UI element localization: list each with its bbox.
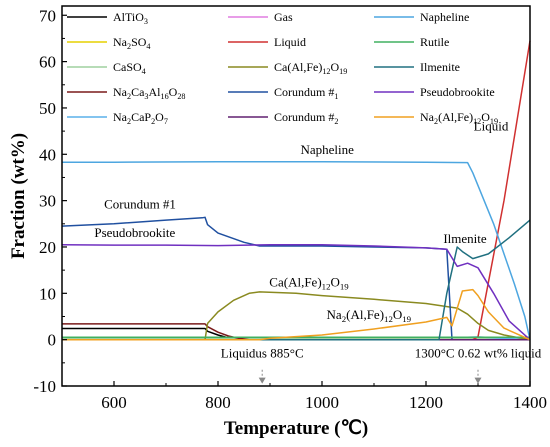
y-tick-label: 30	[39, 192, 56, 211]
annotation-liquidus-885-c: Liquidus 885°C	[221, 346, 304, 361]
legend-label-na2cap2o7: Na2CaP2O7	[113, 110, 168, 126]
annotation-1300-c-0-62-wt-liquid: 1300°C 0.62 wt% liquid	[415, 346, 542, 361]
legend-label-na2so4: Na2SO4	[113, 35, 151, 51]
y-tick-label: 60	[39, 53, 56, 72]
y-axis-label: Fraction (wt%)	[8, 133, 29, 259]
legend-label-corundum-2: Corundum #2	[274, 110, 338, 126]
legend-label-na2-al-fe-12o19: Na2(Al,Fe)12O19	[420, 110, 498, 126]
y-tick-label: 0	[48, 331, 57, 350]
series-lines	[61, 40, 531, 341]
series-line-ca-al-fe-12o19	[62, 291, 531, 341]
legend-label-altio3: AlTiO3	[113, 10, 148, 26]
y-tick-label: 50	[39, 99, 56, 118]
annotation-pseudobrookite: Pseudobrookite	[94, 225, 175, 240]
annotation-ilmenite: Ilmenite	[443, 231, 487, 246]
annotation-arrow-head	[258, 377, 266, 384]
annotation-napheline: Napheline	[300, 142, 354, 157]
annotation-na2-al-fe-12o19: Na2(Al,Fe)12O19	[327, 307, 412, 324]
y-tick-label: -10	[33, 377, 56, 396]
x-tick-label: 600	[101, 393, 127, 412]
plot-frame	[61, 5, 531, 387]
annotation-liquid: Liquid	[474, 119, 509, 134]
series-line-pseudobrookite	[61, 243, 531, 341]
x-axis-label: Temperature (℃)	[224, 418, 368, 439]
y-tick-label: 40	[39, 145, 56, 164]
annotation-ca-al-fe-12o19: Ca(Al,Fe)12O19	[269, 274, 349, 291]
series-line-ilmenite	[62, 219, 531, 341]
x-tick-label: 1200	[409, 393, 443, 412]
annotation-corundum-1: Corundum #1	[104, 197, 176, 212]
annotations: Napheline Corundum #1 Pseudobrookite Ilmeni…	[94, 119, 542, 384]
x-tick-label: 1400	[513, 393, 547, 412]
legend-label-pseudobrookite: Pseudobrookite	[420, 85, 495, 99]
legend-label-na2ca3al16o28: Na2Ca3Al16O28	[113, 85, 185, 101]
legend-label-liquid: Liquid	[274, 35, 306, 49]
legend-label-ilmenite: Ilmenite	[420, 60, 460, 74]
axis-ticks: 600 800 1000 1200 1400 -10 0 10 20 30 40 50 60 70	[33, 6, 547, 412]
legend-label-corundum-1: Corundum #1	[274, 85, 338, 101]
legend-label-caso4: CaSO4	[113, 60, 146, 76]
annotation-arrow-head	[474, 377, 482, 384]
y-tick-label: 10	[39, 284, 56, 303]
legend-label-rutile: Rutile	[420, 35, 449, 49]
series-line-na2-al-fe-12o19	[62, 288, 531, 341]
y-tick-label: 70	[39, 6, 56, 25]
legend: AlTiO3 Na2SO4 CaSO4 Na2Ca3Al16O28 Na2CaP2O7 G…	[67, 10, 498, 126]
legend-label-ca-al-fe-12o19: Ca(Al,Fe)12O19	[274, 60, 347, 76]
x-tick-label: 800	[205, 393, 231, 412]
legend-label-napheline: Napheline	[420, 10, 469, 24]
legend-label-gas: Gas	[274, 10, 293, 24]
x-tick-label: 1000	[305, 393, 339, 412]
y-tick-label: 20	[39, 238, 56, 257]
series-line-napheline	[62, 160, 531, 340]
